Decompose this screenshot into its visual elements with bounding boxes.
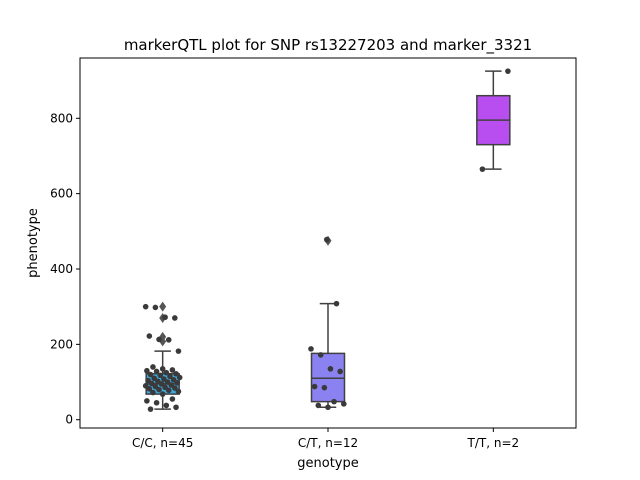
data-point <box>175 388 182 395</box>
data-point <box>337 368 343 375</box>
data-point <box>321 384 328 391</box>
data-point <box>150 389 156 396</box>
data-point <box>308 346 314 352</box>
data-point <box>167 373 173 380</box>
data-point <box>157 372 164 379</box>
x-axis-label: genotype <box>297 456 358 471</box>
data-point <box>162 314 168 321</box>
data-point <box>156 336 162 343</box>
box-iqr <box>310 352 346 403</box>
data-point <box>174 379 181 386</box>
data-point <box>147 406 154 412</box>
data-point <box>311 383 318 390</box>
y-tick-label: 800 <box>50 111 73 125</box>
strip-points <box>308 236 347 411</box>
data-point <box>331 398 337 405</box>
y-axis-label: phenotype <box>26 208 41 278</box>
plot-area <box>142 68 511 412</box>
data-point <box>169 396 176 402</box>
outlier-marker <box>159 301 167 312</box>
data-point <box>333 300 340 307</box>
data-point <box>158 381 165 387</box>
data-point <box>153 399 160 406</box>
data-point <box>144 398 150 404</box>
chart-title: markerQTL plot for SNP rs13227203 and ma… <box>124 36 532 55</box>
data-point <box>327 366 334 372</box>
x-tick-label: T/T, n=2 <box>467 436 520 450</box>
x-tick-label: C/C, n=45 <box>132 436 193 450</box>
data-point <box>159 366 166 372</box>
x-axis: C/C, n=45 C/T, n=12 T/T, n=2 <box>132 428 519 450</box>
data-point <box>173 370 179 377</box>
data-point <box>165 387 172 394</box>
data-point <box>159 391 166 397</box>
strip-points <box>142 303 183 412</box>
data-point <box>156 386 162 393</box>
data-point <box>479 166 486 172</box>
data-point <box>505 68 511 74</box>
data-point <box>146 386 153 392</box>
data-point <box>175 348 182 354</box>
data-point <box>142 303 149 310</box>
data-point <box>153 368 160 375</box>
data-point <box>315 402 322 409</box>
data-point <box>163 369 170 376</box>
data-point <box>172 385 178 391</box>
y-tick-label: 0 <box>65 413 73 427</box>
data-point <box>172 315 178 321</box>
axes-frame <box>79 57 577 429</box>
x-tick-label: C/T, n=12 <box>298 436 358 450</box>
data-point <box>169 367 176 373</box>
data-point <box>165 337 172 343</box>
box-group <box>310 235 346 409</box>
y-axis: 0 200 400 600 800 <box>50 111 80 427</box>
y-tick-label: 400 <box>50 262 73 276</box>
y-tick-label: 200 <box>50 337 73 351</box>
y-tick-label: 600 <box>50 187 73 201</box>
data-point <box>176 374 183 381</box>
data-point <box>325 404 331 411</box>
data-point <box>144 367 150 374</box>
data-point <box>152 304 159 311</box>
data-point <box>146 333 153 339</box>
strip-points <box>479 68 511 172</box>
data-point <box>150 364 156 370</box>
data-point <box>323 236 330 243</box>
data-point <box>340 401 347 407</box>
box-group <box>476 70 511 170</box>
data-point <box>163 402 170 409</box>
data-point <box>147 371 154 378</box>
data-point <box>173 404 179 411</box>
data-point <box>317 352 324 358</box>
